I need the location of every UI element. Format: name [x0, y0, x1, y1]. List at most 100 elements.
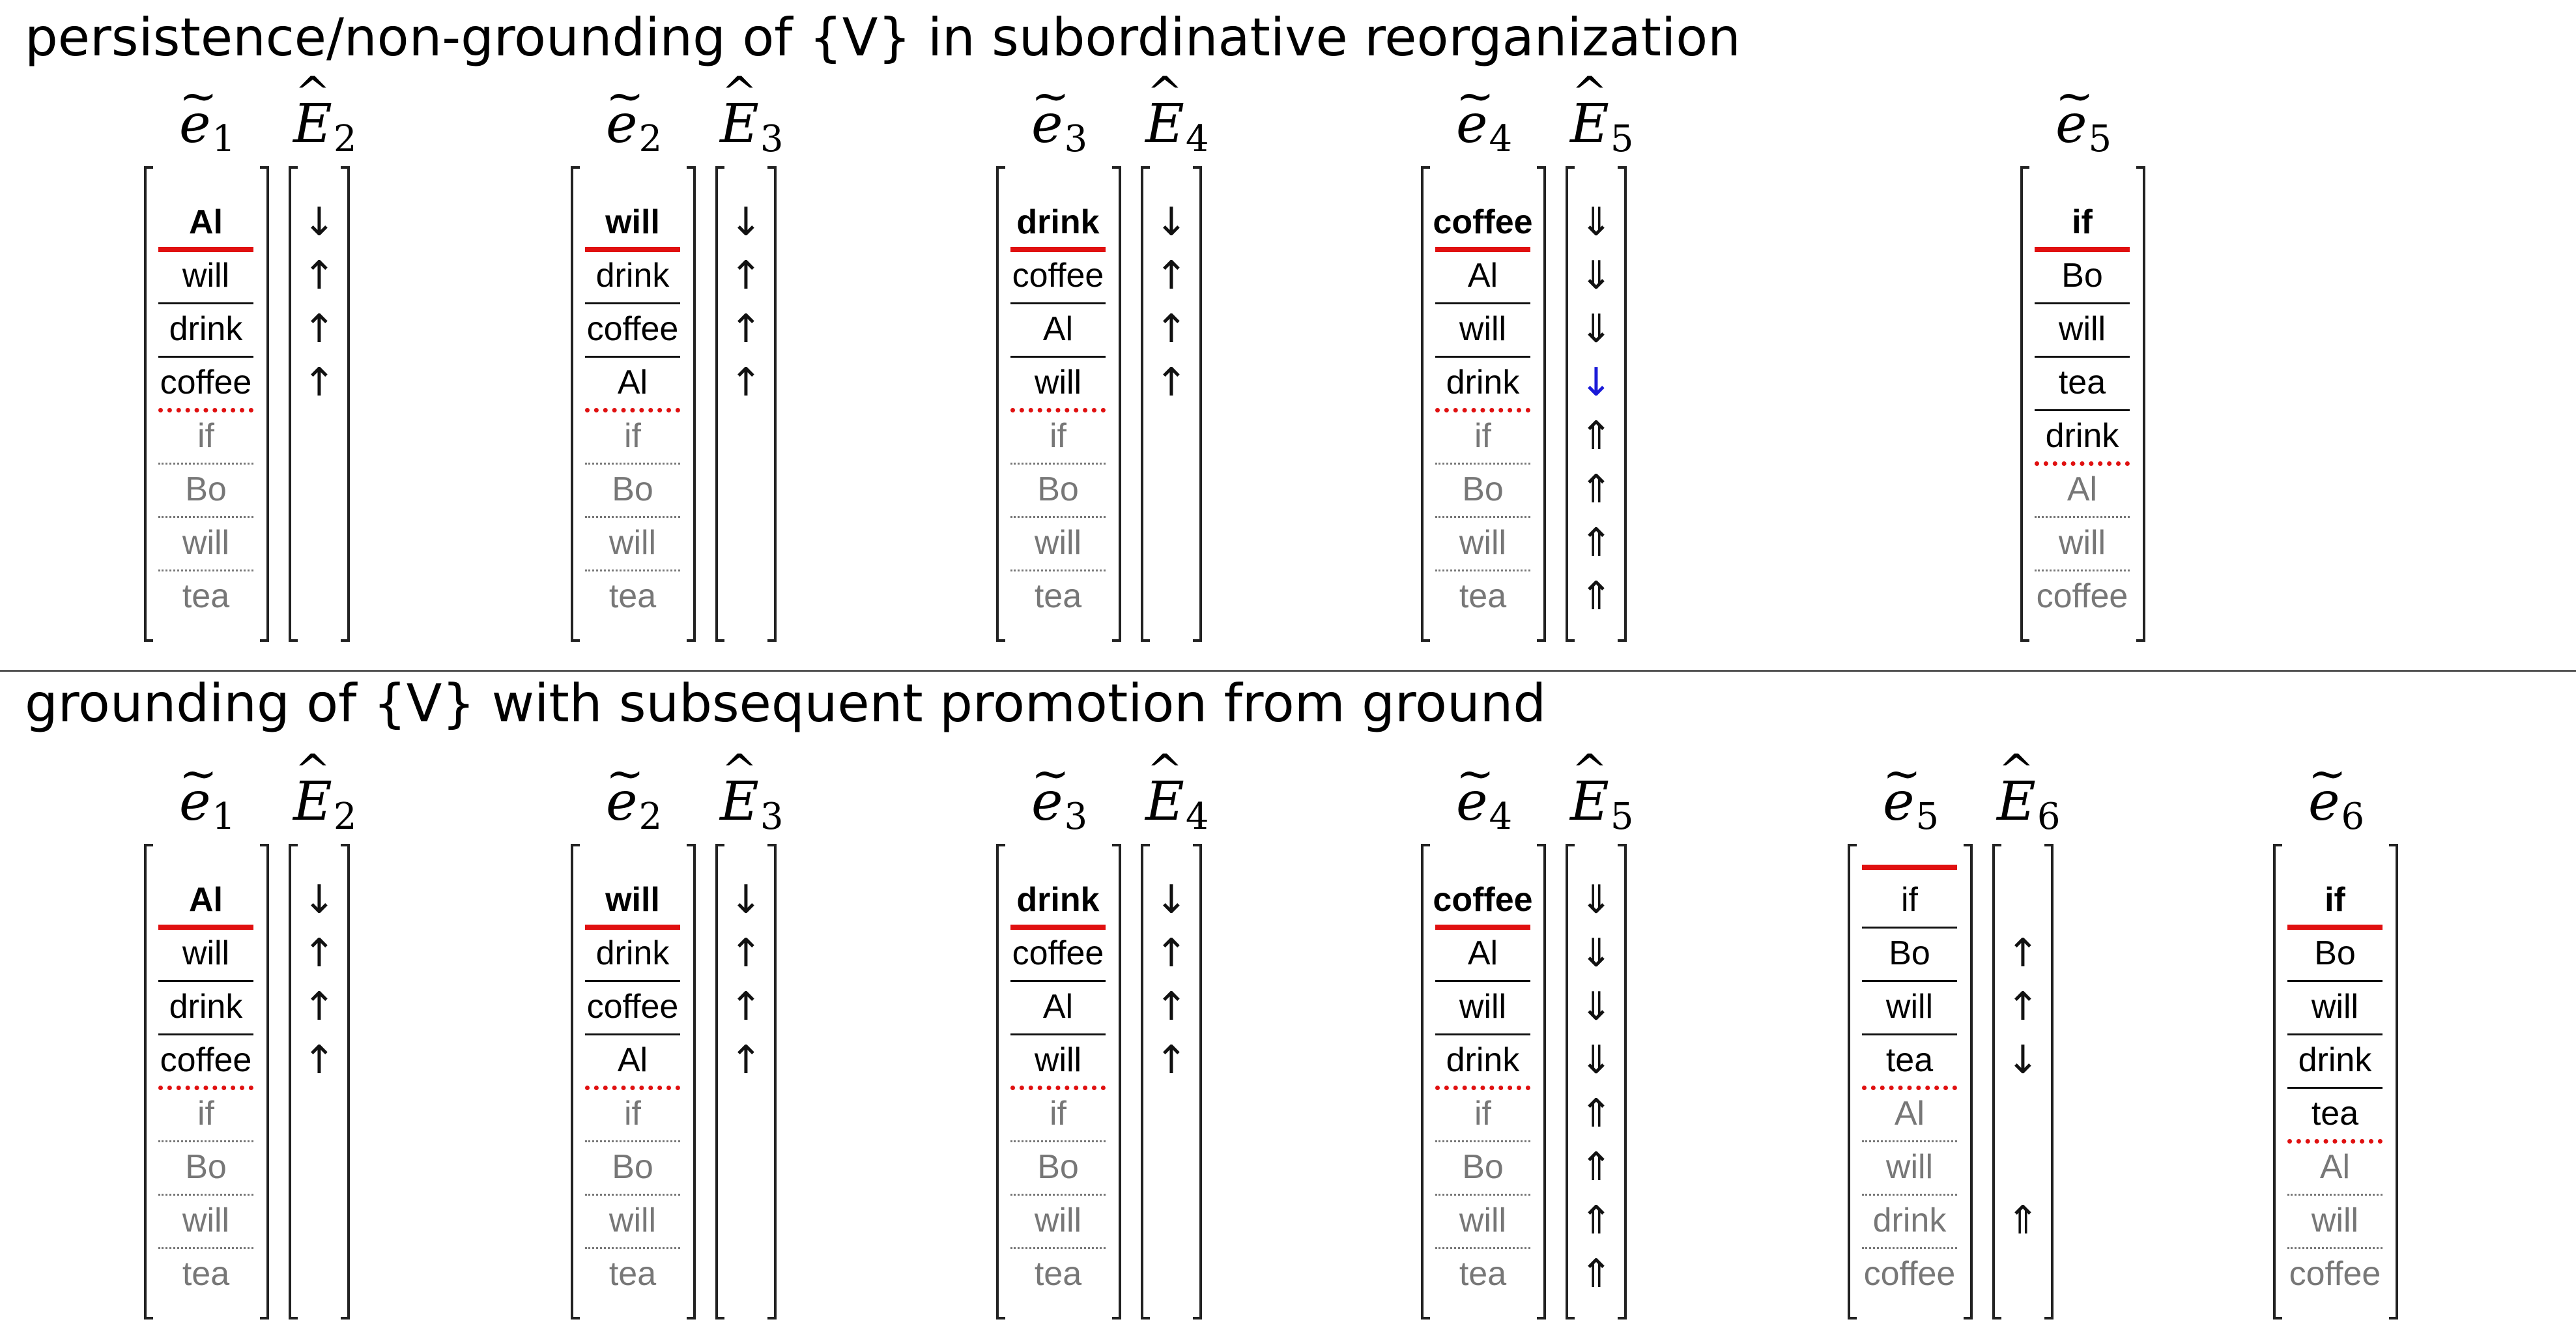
operator-header-subscript: 3 — [760, 796, 784, 838]
state-header-letter: e ~ — [1031, 747, 1070, 833]
focus-boundary-dotted — [158, 408, 253, 412]
operator-header: E ^ 2 — [293, 72, 357, 158]
operator-header: E ^ 5 — [1570, 68, 1634, 160]
row-separator — [1010, 1194, 1106, 1196]
state-header-subscript: 4 — [1489, 796, 1513, 838]
state-cell: will — [1034, 524, 1082, 562]
operator-right-bracket — [767, 844, 777, 1319]
state-cell: drink — [595, 257, 670, 295]
state-header-letter: e ~ — [179, 747, 218, 833]
operator-right-bracket — [1618, 166, 1627, 642]
left-bracket — [1421, 166, 1430, 642]
up-arrow-icon: ↑ — [729, 1037, 763, 1083]
row-separator — [1862, 1140, 1957, 1142]
state-cell: will — [2311, 988, 2359, 1026]
state-cell: will — [608, 524, 657, 562]
state-header-letter: e ~ — [2308, 747, 2347, 833]
focus-boundary — [1010, 247, 1106, 252]
operator-header: E ^ 3 — [720, 72, 784, 160]
state-cell: will — [2058, 310, 2106, 348]
operator-header-subscript: 2 — [333, 796, 357, 838]
operator-left-bracket — [1141, 844, 1150, 1319]
state-cell: tea — [1034, 577, 1082, 615]
up-arrow-icon: ↑ — [302, 1037, 336, 1083]
focus-boundary — [158, 247, 253, 252]
row-separator — [1010, 980, 1106, 982]
row-separator — [1862, 1033, 1957, 1035]
state-cell: drink — [595, 934, 670, 972]
operator-header-subscript: 4 — [1185, 796, 1209, 838]
state-cell: coffee — [2289, 1255, 2381, 1293]
operator-header-letter: E ^ — [1570, 745, 1609, 833]
right-bracket — [687, 166, 696, 642]
state-cell: Bo — [1889, 934, 1930, 972]
row-separator — [585, 1033, 680, 1035]
state-header: e ~4 — [1456, 69, 1512, 158]
row-separator — [1435, 1140, 1530, 1142]
state-cell: if — [624, 1095, 641, 1132]
state-header: e ~6 — [2308, 747, 2364, 835]
focus-boundary — [1435, 247, 1530, 252]
state-cell: coffee — [586, 310, 679, 348]
state-cell: drink — [2298, 1041, 2372, 1079]
state-cell: Al — [1042, 988, 1074, 1026]
row-separator — [585, 1247, 680, 1249]
state-cell: drink — [169, 310, 243, 348]
operator-left-bracket — [1992, 844, 2001, 1319]
double-up-arrow-icon: ⇑ — [1579, 1091, 1613, 1136]
right-bracket — [260, 166, 269, 642]
operator-header: E ^ 5 — [1570, 745, 1634, 835]
double-down-arrow-icon: ⇓ — [1579, 984, 1613, 1030]
up-arrow-icon: ↑ — [302, 306, 336, 352]
down-arrow-icon: ↓ — [729, 199, 763, 245]
state-cell: tea — [1459, 1255, 1507, 1293]
operator-header-subscript: 6 — [2037, 796, 2061, 838]
row-separator — [1435, 1247, 1530, 1249]
section-title: grounding of {V} with subsequent promoti… — [25, 673, 1547, 734]
state-cell: if — [1050, 1095, 1066, 1132]
state-cell: tea — [608, 1255, 657, 1293]
state-cell: Bo — [2061, 257, 2103, 295]
double-down-arrow-icon: ⇓ — [1579, 930, 1613, 976]
state-cell: will — [608, 1202, 657, 1239]
operator-header-subscript: 5 — [1610, 118, 1634, 160]
down-arrow-icon: ↓ — [1154, 199, 1188, 245]
state-header-letter: e ~ — [2055, 69, 2094, 155]
row-separator — [158, 1033, 253, 1035]
left-bracket — [996, 844, 1005, 1319]
operator-left-bracket — [715, 166, 724, 642]
state-header-subscript: 1 — [212, 796, 236, 838]
operator-right-bracket — [341, 844, 350, 1319]
focus-boundary — [2287, 925, 2383, 930]
down-arrow-icon: ↓ — [729, 877, 763, 923]
row-separator — [1862, 927, 1957, 929]
row-separator — [1435, 1194, 1530, 1196]
state-cell: will — [1459, 988, 1507, 1026]
operator-header-subscript: 3 — [760, 118, 784, 160]
state-header-subscript: 3 — [1064, 118, 1088, 160]
operator-header-letter: E ^ — [1145, 745, 1184, 833]
row-separator — [585, 1140, 680, 1142]
focus-boundary-dotted — [2035, 461, 2130, 466]
row-separator — [158, 1194, 253, 1196]
focus-boundary-dotted — [1435, 408, 1530, 412]
focus-boundary — [1010, 925, 1106, 930]
state-cell: Al — [1467, 934, 1498, 972]
up-arrow-icon: ↑ — [1154, 306, 1188, 352]
state-header: e ~5 — [2055, 69, 2111, 158]
state-cell: if — [197, 1095, 214, 1132]
operator-header-letter: E ^ — [1570, 68, 1609, 155]
state-cell: if — [2072, 203, 2093, 241]
row-separator — [158, 356, 253, 358]
down-arrow-icon: ↓ — [302, 199, 336, 245]
section-divider — [0, 670, 2576, 672]
operator-left-bracket — [715, 844, 724, 1319]
right-bracket — [687, 844, 696, 1319]
state-cell: drink — [169, 988, 243, 1026]
state-cell: will — [1885, 1148, 1934, 1186]
state-header: e ~1 — [179, 747, 236, 838]
state-header-letter: e ~ — [1456, 69, 1495, 155]
state-header: e ~1 — [179, 73, 235, 158]
double-up-arrow-icon: ⇑ — [1579, 520, 1613, 566]
state-cell: Al — [189, 203, 223, 241]
